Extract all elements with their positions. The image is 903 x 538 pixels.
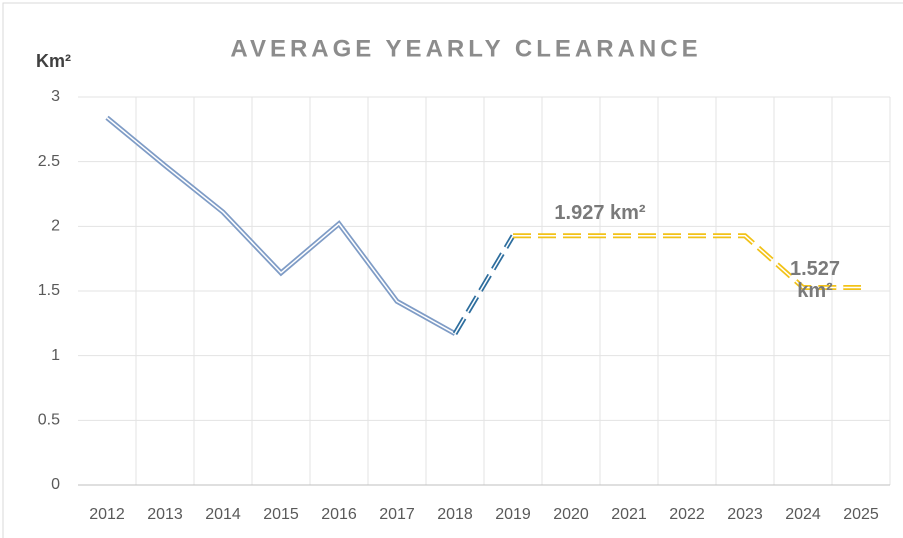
x-tick-label: 2022: [669, 506, 705, 523]
y-tick-label: 1.5: [38, 282, 60, 299]
x-tick-label: 2014: [205, 506, 241, 523]
y-tick-label: 0: [51, 476, 60, 493]
x-tick-label: 2013: [147, 506, 183, 523]
x-tick-label: 2024: [785, 506, 821, 523]
y-tick-label: 2: [51, 218, 60, 235]
x-tick-label: 2015: [263, 506, 299, 523]
y-tick-label: 1: [51, 347, 60, 364]
y-tick-label: 2.5: [38, 153, 60, 170]
chart-title: AVERAGE YEARLY CLEARANCE: [230, 35, 701, 62]
x-tick-label: 2016: [321, 506, 357, 523]
data-label: 1.527 km²: [789, 257, 841, 302]
x-tick-label: 2017: [379, 506, 415, 523]
line-inner: [513, 235, 861, 289]
x-tick-label: 2021: [611, 506, 647, 523]
x-tick-label: 2018: [437, 506, 473, 523]
y-tick-label: 0.5: [38, 412, 60, 429]
x-tick-label: 2020: [553, 506, 589, 523]
line-inner: [106, 117, 456, 335]
x-tick-label: 2012: [89, 506, 125, 523]
x-tick-label: 2019: [495, 506, 531, 523]
line-inner: [454, 235, 514, 335]
x-tick-label: 2023: [727, 506, 763, 523]
y-axis-label: Km²: [36, 51, 71, 71]
x-tick-label: 2025: [843, 506, 879, 523]
y-tick-label: 3: [51, 88, 60, 105]
data-label: 1.927 km²: [554, 201, 646, 224]
